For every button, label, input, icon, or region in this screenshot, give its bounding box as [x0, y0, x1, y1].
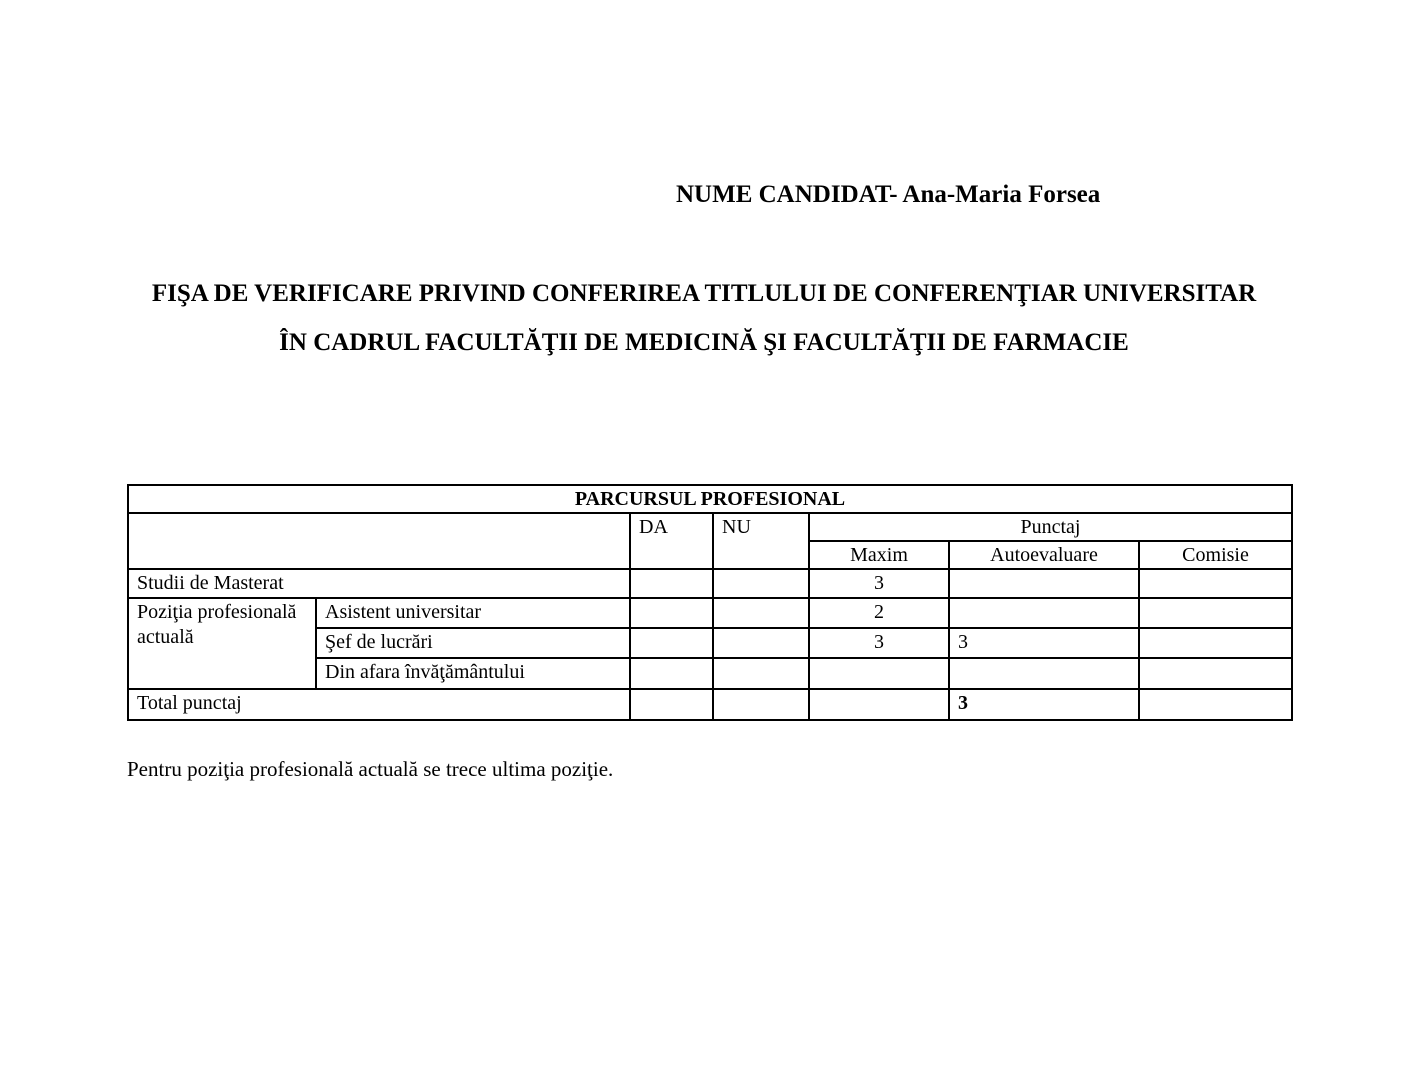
- row-din-afara-invatamantului: Din afara învăţământului: [128, 657, 1294, 690]
- cell-sef-da: [629, 627, 714, 659]
- document-heading-line-2: ÎN CADRUL FACULTĂŢII DE MEDICINĂ ŞI FACU…: [279, 329, 1129, 356]
- row-label-masterat: Studii de Masterat: [127, 568, 631, 599]
- cell-sef-maxim: 3: [808, 627, 950, 659]
- table-header-row-sub: Maxim Autoevaluare Comisie: [128, 540, 1294, 570]
- cell-masterat-nu: [712, 568, 810, 599]
- cell-sef-autoevaluare: 3: [948, 627, 1140, 659]
- professional-path-table: PARCURSUL PROFESIONAL DA NU Punctaj Maxi…: [126, 484, 1294, 721]
- col-header-punctaj: Punctaj: [807, 512, 1294, 542]
- row-label-total: Total punctaj: [127, 688, 631, 721]
- cell-asistent-comisie: [1137, 597, 1294, 629]
- group-label-pozitia-profesionala: Poziţia profesională actuală: [127, 597, 317, 690]
- cell-afara-da: [629, 657, 714, 690]
- cell-afara-comisie: [1137, 657, 1294, 690]
- cell-total-comisie: [1137, 688, 1294, 721]
- cell-total-nu: [712, 688, 810, 721]
- footnote-text: Pentru poziţia profesională actuală se t…: [127, 757, 614, 781]
- table-header-row-top: DA NU Punctaj: [127, 512, 1294, 570]
- row-label-asistent: Asistent universitar: [315, 597, 631, 629]
- cell-masterat-autoevaluare: [948, 568, 1140, 599]
- cell-asistent-da: [629, 597, 714, 629]
- cell-masterat-comisie: [1137, 568, 1294, 599]
- cell-masterat-maxim: 3: [808, 568, 950, 599]
- cell-sef-nu: [712, 627, 810, 659]
- row-total-punctaj: Total punctaj 3: [127, 688, 1294, 721]
- cell-afara-maxim: [808, 657, 950, 690]
- cell-sef-comisie: [1137, 627, 1294, 659]
- cell-asistent-maxim: 2: [808, 597, 950, 629]
- col-header-maxim: Maxim: [808, 540, 950, 570]
- table-title: PARCURSUL PROFESIONAL: [126, 484, 1294, 514]
- cell-afara-nu: [712, 657, 810, 690]
- col-header-autoevaluare: Autoevaluare: [948, 540, 1140, 570]
- row-label-din-afara: Din afara învăţământului: [315, 657, 631, 690]
- table-title-row: PARCURSUL PROFESIONAL: [126, 484, 1294, 514]
- cell-asistent-nu: [712, 597, 810, 629]
- cell-masterat-da: [629, 568, 714, 599]
- row-asistent-universitar: Poziţia profesională actuală Asistent un…: [127, 597, 1294, 690]
- candidate-name-line: NUME CANDIDAT- Ana-Maria Forsea: [676, 181, 1101, 208]
- header-empty-cell: [127, 512, 631, 570]
- cell-total-da: [629, 688, 714, 721]
- cell-asistent-autoevaluare: [948, 597, 1140, 629]
- col-header-nu: NU: [712, 512, 810, 570]
- cell-afara-autoevaluare: [948, 657, 1140, 690]
- col-header-comisie: Comisie: [1137, 540, 1294, 570]
- cell-total-maxim: [808, 688, 950, 721]
- document-heading-line-1: FIŞA DE VERIFICARE PRIVIND CONFERIREA TI…: [151, 280, 1257, 307]
- row-label-sef: Şef de lucrări: [315, 627, 631, 659]
- row-sef-de-lucrari: Şef de lucrări 3 3: [128, 627, 1294, 659]
- row-studii-masterat: Studii de Masterat 3: [127, 568, 1294, 599]
- cell-total-autoevaluare: 3: [948, 688, 1140, 721]
- col-header-da: DA: [629, 512, 714, 570]
